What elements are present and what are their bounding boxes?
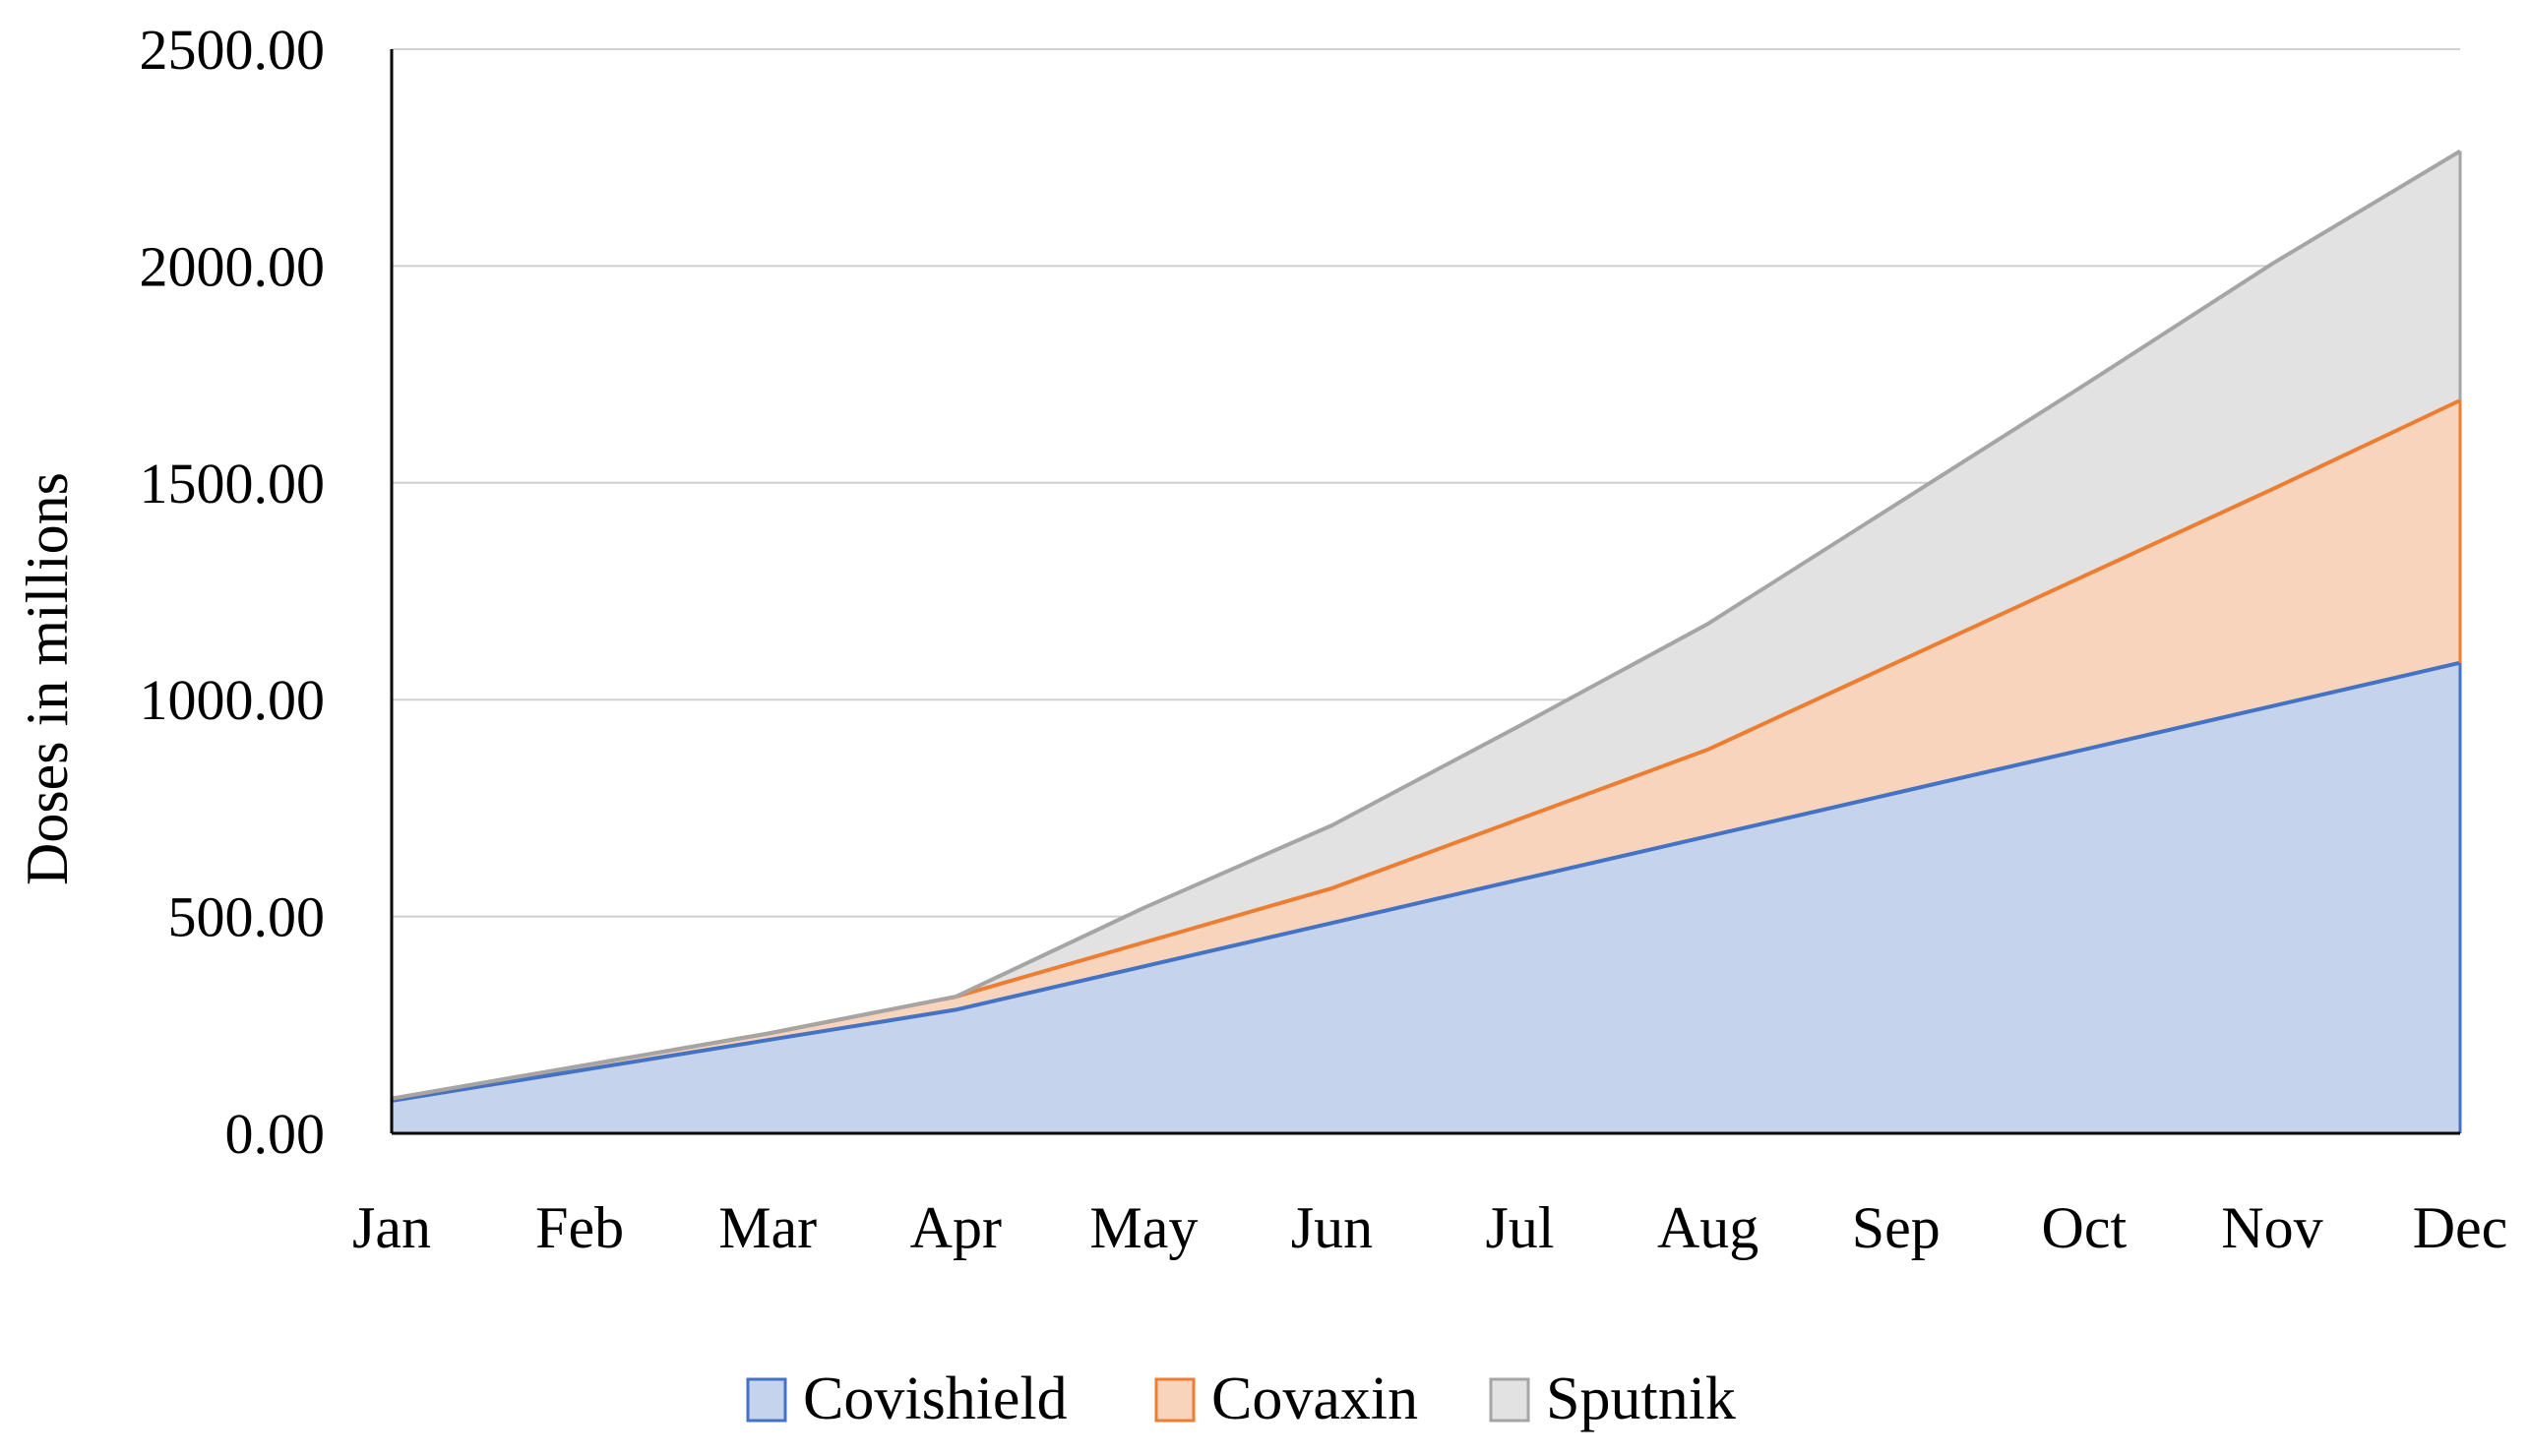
x-tick-label: Jun	[1291, 1195, 1373, 1260]
x-tick-label: Aug	[1657, 1195, 1759, 1260]
x-tick-label: Mar	[718, 1195, 817, 1260]
legend-label-covaxin: Covaxin	[1211, 1365, 1418, 1432]
x-tick-label: Sep	[1852, 1195, 1941, 1260]
axes	[390, 49, 2460, 1135]
y-tick-label: 500.00	[168, 885, 326, 949]
x-tick-label: Dec	[2413, 1195, 2508, 1260]
x-tick-label: Nov	[2221, 1195, 2322, 1260]
line-sputnik	[391, 149, 2462, 1101]
legend-swatch-sputnik	[1489, 1377, 1530, 1423]
y-tick-label: 1500.00	[140, 452, 326, 516]
legend-swatch-covaxin	[1154, 1377, 1196, 1423]
x-tick-label: Jul	[1486, 1195, 1555, 1260]
area-series	[391, 149, 2462, 1133]
area-covaxin	[392, 400, 2460, 1101]
legend: Covishield Covaxin Sputnik	[746, 1365, 1736, 1432]
x-tick-label: Jan	[352, 1195, 431, 1260]
y-tick-label: 2000.00	[140, 234, 326, 298]
line-covishield	[391, 660, 2461, 1103]
x-tick-label: May	[1089, 1195, 1198, 1260]
legend-label-sputnik: Sputnik	[1546, 1365, 1736, 1432]
y-tick-label: 0.00	[225, 1102, 326, 1166]
area-covishield	[392, 662, 2460, 1133]
y-tick-label: 2500.00	[140, 18, 326, 82]
legend-label-covishield: Covishield	[803, 1365, 1068, 1432]
legend-swatch-covishield	[746, 1377, 787, 1423]
x-tick-labels: Jan Feb Mar Apr May Jun Jul Aug Sep Oct Nov Dec	[352, 1195, 2507, 1260]
y-axis-title: Doses in millions	[15, 472, 80, 885]
x-tick-label: Apr	[910, 1195, 1002, 1260]
y-tick-label: 1000.00	[140, 668, 326, 732]
y-tick-labels: 0.00 500.00 1000.00 1500.00 2000.00 2500.00	[140, 18, 326, 1166]
x-tick-label: Oct	[2041, 1195, 2127, 1260]
x-tick-label: Feb	[535, 1195, 624, 1260]
